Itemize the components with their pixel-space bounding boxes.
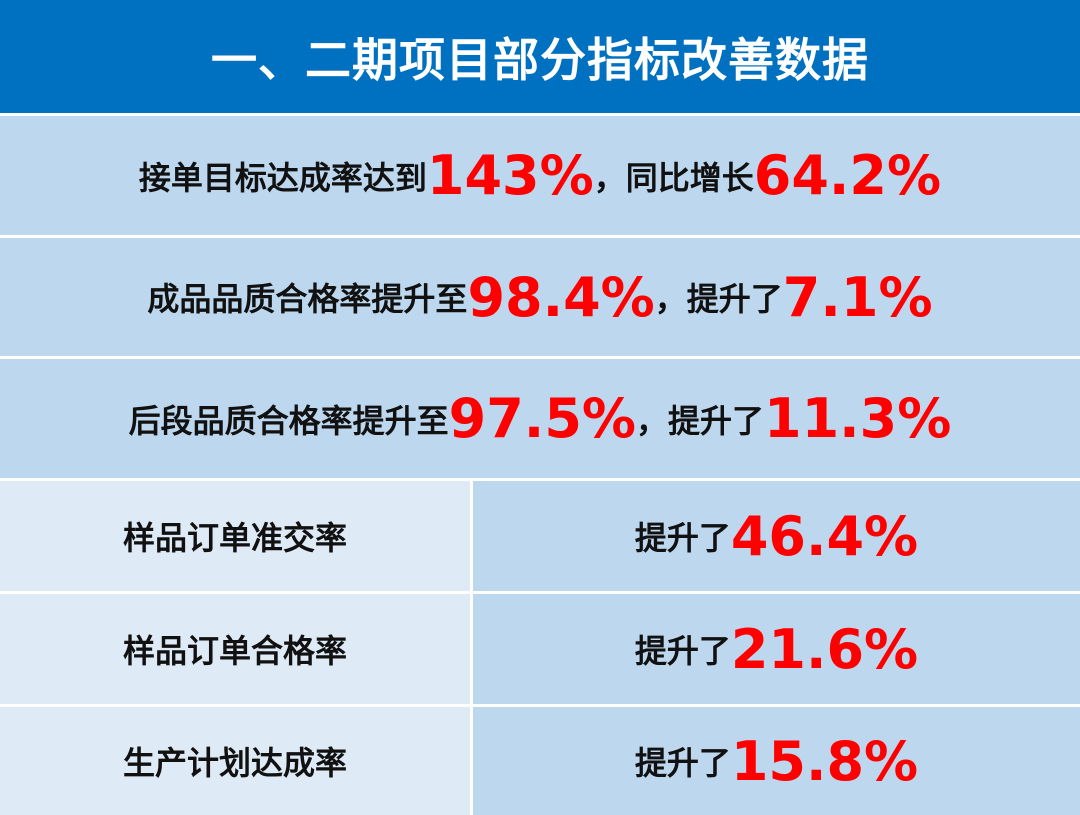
value-number: 15.8% (730, 729, 919, 793)
metric-value: 64.2% (753, 144, 942, 207)
table-value: 提升了 15.8% (473, 707, 1080, 815)
metric-label: ，提升了 (654, 280, 783, 318)
table-value: 提升了 46.4% (473, 481, 1080, 591)
table-label: 样品订单准交率 (0, 481, 470, 591)
metric-value: 98.4% (467, 265, 655, 329)
page-title: 一、二期项目部分指标改善数据 (0, 0, 1080, 113)
table-label: 生产计划达成率 (0, 707, 470, 815)
metric-value: 11.3% (764, 387, 952, 450)
metric-label: 接单目标达成率达到 (138, 158, 427, 197)
value-prefix: 提升了 (634, 632, 731, 670)
metric-value: 97.5% (448, 387, 636, 450)
metric-label: 成品品质合格率提升至 (147, 280, 468, 318)
value-prefix: 提升了 (634, 519, 731, 557)
table-label: 样品订单合格率 (0, 594, 470, 704)
value-number: 21.6% (730, 617, 919, 681)
metric-value: 7.1% (782, 265, 933, 329)
metric-row: 接单目标达成率达到 143% ，同比增长 64.2% (0, 116, 1080, 235)
metric-label: ，提升了 (636, 401, 765, 440)
value-prefix: 提升了 (634, 744, 731, 782)
metric-label: ，同比增长 (593, 158, 754, 197)
metric-value: 143% (426, 144, 594, 207)
metric-label: 后段品质合格率提升至 (128, 401, 449, 440)
metric-row: 后段品质合格率提升至 97.5% ，提升了 11.3% (0, 359, 1080, 478)
metric-row: 成品品质合格率提升至 98.4% ，提升了 7.1% (0, 238, 1080, 356)
table-value: 提升了 21.6% (473, 594, 1080, 704)
value-number: 46.4% (730, 504, 919, 568)
